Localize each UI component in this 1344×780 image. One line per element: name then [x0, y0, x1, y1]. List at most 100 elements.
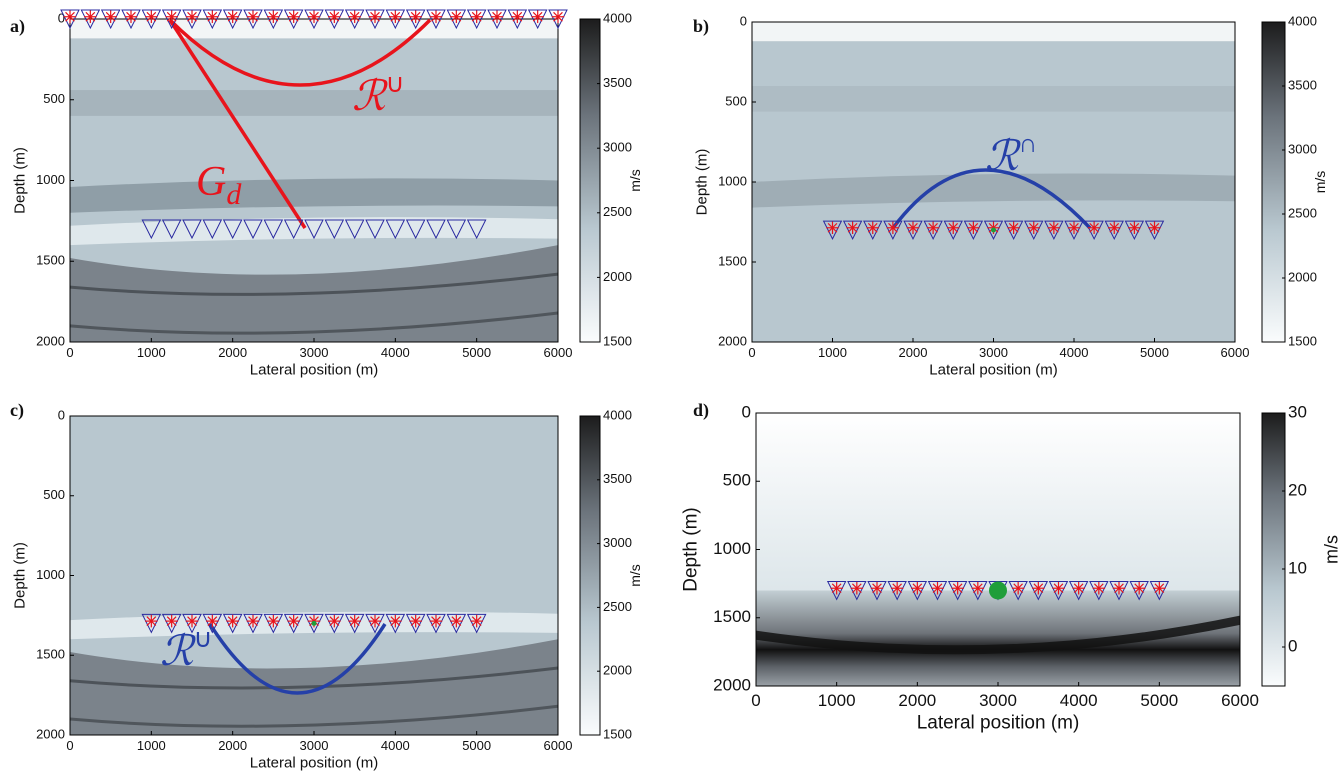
receiver-triangle	[405, 613, 426, 634]
x-tick-label: 2000	[898, 691, 936, 710]
image-layer	[752, 86, 1235, 112]
receiver	[263, 219, 284, 240]
receiver-triangle	[405, 9, 426, 30]
receiver	[947, 581, 968, 601]
panel-label: a)	[10, 16, 25, 37]
colorbar-label: m/s	[1321, 535, 1341, 564]
receiver	[1044, 220, 1064, 241]
receiver	[121, 9, 141, 30]
y-tick-label: 500	[723, 471, 751, 490]
receiver	[283, 9, 304, 30]
receiver-star	[227, 11, 238, 22]
receiver-star	[471, 11, 482, 22]
x-tick-label: 0	[751, 691, 760, 710]
source	[311, 620, 317, 626]
colorbar-tick-label: 2000	[1288, 269, 1317, 284]
receiver-triangle	[283, 9, 304, 30]
colorbar	[579, 415, 601, 736]
y-axis-label: Depth (m)	[694, 149, 711, 216]
receiver-star	[553, 11, 563, 22]
receiver	[283, 613, 304, 634]
annotation: ℛ∪	[352, 69, 405, 120]
x-tick-label: 5000	[462, 738, 491, 753]
receiver-triangle	[202, 219, 223, 240]
colorbar-tick-label: 4000	[603, 10, 632, 25]
receiver-star	[390, 616, 401, 626]
image-layer	[70, 178, 558, 213]
receiver-triangle	[141, 219, 162, 240]
image-layer	[756, 413, 1240, 591]
panel-label: b)	[693, 16, 709, 37]
image	[70, 19, 558, 342]
receiver	[385, 613, 406, 634]
colorbar-tick-label: 3000	[603, 535, 632, 550]
receiver-star	[512, 11, 523, 22]
receiver	[446, 613, 467, 634]
receiver-triangle	[344, 613, 365, 634]
receiver	[161, 9, 182, 30]
annotation-sub: d	[226, 178, 242, 211]
colorbar-tick-label: 1500	[603, 333, 632, 348]
image-layer	[70, 272, 558, 296]
x-tick-label: 1000	[137, 345, 166, 360]
receiver-triangle	[1109, 581, 1129, 601]
colorbar-tick-label: 10	[1288, 558, 1307, 577]
receiver	[141, 613, 162, 634]
image-layer	[756, 615, 1240, 655]
x-tick-label: 4000	[1060, 691, 1098, 710]
receiver	[141, 9, 162, 30]
receiver	[385, 219, 406, 240]
x-axis-label: Lateral position (m)	[917, 712, 1080, 733]
receiver-triangle	[60, 9, 80, 30]
receiver	[324, 9, 345, 30]
receiver	[842, 220, 863, 241]
receiver	[263, 613, 284, 634]
receiver-star	[952, 583, 963, 594]
receiver	[1068, 581, 1089, 601]
y-tick-label: 1000	[713, 539, 751, 558]
image-layer	[752, 22, 1235, 42]
receiver-star	[1033, 583, 1044, 594]
ray-path	[891, 168, 1092, 230]
receiver	[867, 581, 887, 601]
x-tick-label: 6000	[544, 345, 573, 360]
receiver	[466, 9, 487, 30]
receiver	[1048, 581, 1069, 601]
x-tick-label: 6000	[544, 738, 573, 753]
x-tick-label: 3000	[300, 738, 329, 753]
x-tick-label: 1000	[818, 691, 856, 710]
receiver	[182, 613, 202, 634]
y-tick-label: 0	[742, 402, 751, 421]
receiver-triangle	[344, 219, 365, 240]
x-tick-label: 3000	[979, 691, 1017, 710]
colorbar-tick-label: 2500	[603, 599, 632, 614]
image-layer	[756, 590, 1240, 686]
annotation-sup: ∪	[194, 624, 213, 653]
receiver	[968, 581, 988, 601]
receiver-triangle	[487, 9, 507, 30]
receiver	[222, 613, 243, 634]
x-tick-label: 4000	[381, 738, 410, 753]
receiver-triangle	[943, 220, 963, 241]
y-tick-label: 1000	[36, 172, 65, 187]
receiver-star	[248, 616, 258, 626]
receiver-star	[847, 222, 858, 233]
receiver	[1028, 581, 1049, 601]
receiver-triangle	[1068, 581, 1089, 601]
receiver	[1024, 220, 1044, 241]
receiver-star	[1129, 222, 1140, 233]
receiver-triangle	[202, 613, 223, 634]
receiver-star	[1053, 583, 1064, 594]
annotation-text: G	[196, 159, 226, 205]
annotation-text: ℛ	[352, 74, 388, 120]
receiver	[385, 9, 406, 30]
receiver-star	[1093, 583, 1104, 594]
receiver	[887, 581, 907, 601]
receiver-star	[948, 222, 959, 233]
receiver-triangle	[1084, 220, 1104, 241]
receiver	[527, 9, 548, 30]
receiver	[222, 219, 243, 240]
receiver-triangle	[121, 9, 141, 30]
receiver	[903, 220, 923, 241]
